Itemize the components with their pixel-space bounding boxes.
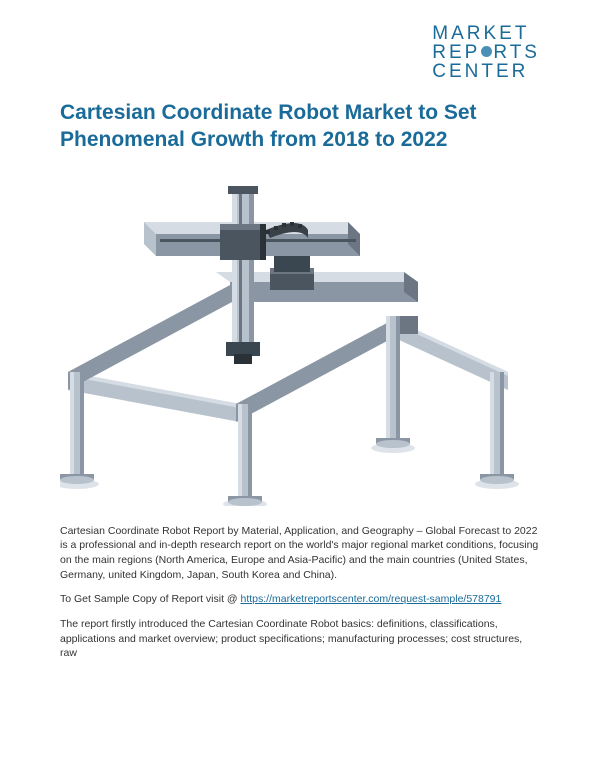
logo: MARKET REP RTS CENTER [432, 24, 540, 81]
body-text: Cartesian Coordinate Robot Report by Mat… [60, 524, 540, 662]
logo-line-2-pre: REP [432, 42, 480, 63]
carriage-z [220, 224, 266, 260]
paragraph-2: To Get Sample Copy of Report visit @ htt… [60, 592, 540, 607]
logo-line-2-post: RTS [493, 42, 540, 63]
p2-pre: To Get Sample Copy of Report visit @ [60, 593, 240, 605]
carriage-x [270, 256, 314, 290]
logo-line-2: REP RTS [432, 43, 540, 62]
logo-area: MARKET REP RTS CENTER [60, 24, 540, 81]
paragraph-3: The report firstly introduced the Cartes… [60, 617, 540, 661]
paragraph-1: Cartesian Coordinate Robot Report by Mat… [60, 524, 540, 583]
y-ground-beam [68, 316, 508, 422]
logo-o-icon [481, 46, 492, 57]
logo-line-3: CENTER [432, 62, 540, 81]
sample-link[interactable]: https://marketreportscenter.com/request-… [240, 593, 501, 605]
logo-line-1: MARKET [432, 24, 540, 43]
robot-illustration [60, 176, 540, 506]
page-title: Cartesian Coordinate Robot Market to Set… [60, 99, 540, 154]
